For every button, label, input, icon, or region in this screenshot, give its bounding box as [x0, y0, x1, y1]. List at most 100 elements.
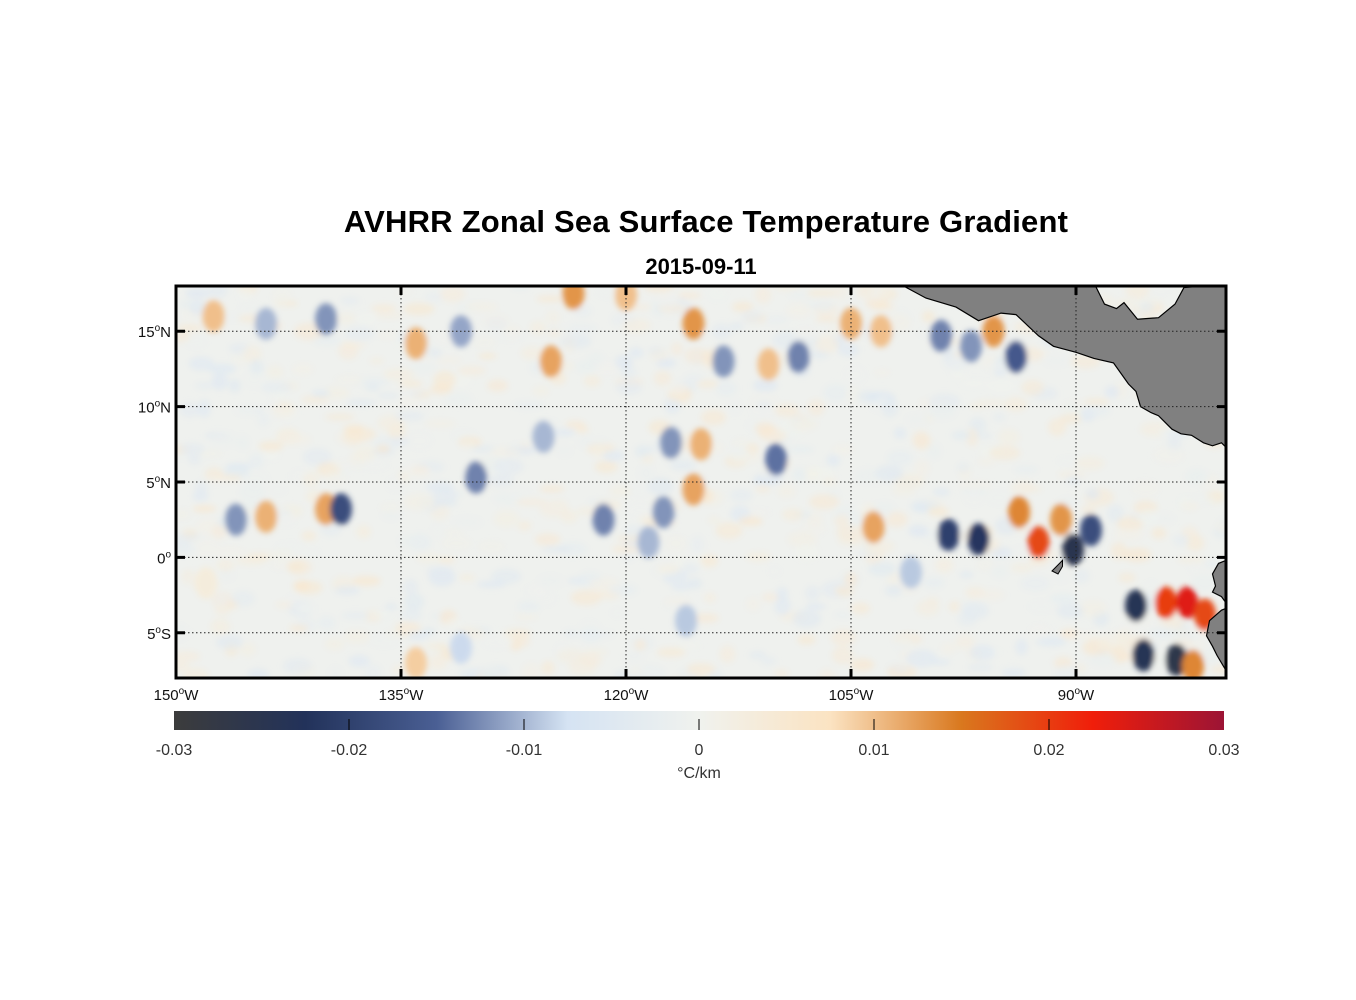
field-cell — [966, 428, 979, 447]
field-feature — [862, 511, 885, 544]
field-cell — [356, 525, 371, 539]
field-feature — [690, 428, 712, 461]
field-cell — [1118, 572, 1136, 583]
field-feature — [225, 503, 247, 536]
field-feature — [465, 461, 487, 494]
field-cell — [693, 613, 719, 624]
field-cell — [536, 295, 565, 303]
field-cell — [538, 575, 564, 588]
field-cell — [260, 381, 292, 394]
field-cell — [425, 291, 443, 303]
field-cell — [477, 581, 506, 588]
field-cell — [334, 585, 360, 595]
field-cell — [1004, 397, 1028, 412]
field-cell — [257, 413, 270, 427]
field-cell — [832, 444, 855, 455]
field-cell — [381, 511, 402, 520]
field-cell — [342, 424, 365, 433]
field-cell — [729, 322, 744, 331]
field-feature — [652, 496, 675, 529]
lat-label: 15oN — [138, 323, 171, 341]
field-cell — [214, 593, 230, 609]
field-cell — [665, 381, 688, 395]
field-cell — [311, 389, 331, 398]
field-cell — [1056, 603, 1086, 619]
field-cell — [892, 666, 911, 673]
field-cell — [378, 331, 398, 340]
field-cell — [977, 589, 1005, 601]
lat-label: 10oN — [138, 399, 171, 417]
field-cell — [1185, 469, 1209, 485]
field-cell — [801, 467, 821, 482]
field-cell — [239, 642, 257, 657]
field-cell — [236, 435, 249, 450]
field-cell — [1001, 668, 1026, 678]
field-feature — [675, 604, 697, 637]
field-cell — [993, 413, 1006, 421]
field-cell — [556, 445, 572, 456]
colorbar-tick-label: 0.02 — [1033, 742, 1064, 759]
field-cell — [614, 669, 631, 678]
colorbar-labels: -0.03 -0.02 -0.01 0 0.01 0.02 0.03 — [156, 742, 1240, 759]
field-cell — [704, 592, 716, 603]
field-cell — [1137, 509, 1161, 526]
field-cell — [792, 609, 822, 628]
field-cell — [1192, 574, 1218, 592]
field-feature — [1080, 514, 1102, 547]
field-cell — [625, 503, 654, 517]
lon-label: 90oW — [1058, 686, 1095, 704]
field-cell — [248, 453, 265, 470]
field-cell — [807, 399, 825, 416]
field-feature — [1008, 496, 1030, 529]
field-cell — [328, 666, 343, 678]
field-cell — [774, 597, 791, 616]
field-cell — [182, 667, 209, 678]
field-cell — [297, 603, 316, 613]
field-cell — [1110, 542, 1128, 560]
field-cell — [515, 498, 547, 506]
field-cell — [302, 471, 320, 488]
colorbar-unit: °C/km — [677, 765, 721, 782]
field-feature — [787, 340, 810, 373]
field-cell — [504, 628, 532, 640]
field-feature — [255, 500, 277, 533]
field-cell — [647, 477, 674, 496]
field-cell — [405, 401, 431, 410]
field-cell — [1150, 286, 1172, 295]
field-cell — [465, 302, 498, 312]
field-cell — [792, 467, 807, 482]
field-cell — [914, 459, 930, 477]
field-cell — [677, 292, 702, 299]
colorbar-ticks — [348, 719, 1050, 730]
field-cell — [916, 600, 940, 616]
field-cell — [542, 546, 572, 553]
field-cell — [845, 387, 861, 403]
field-cell — [305, 549, 320, 557]
field-cell — [707, 516, 721, 524]
field-cell — [863, 539, 895, 554]
field-cell — [1159, 618, 1186, 628]
field-cell — [875, 465, 904, 482]
field-cell — [192, 504, 217, 513]
field-cell — [809, 494, 840, 510]
lon-label: 135oW — [379, 686, 425, 704]
field-cell — [1029, 555, 1048, 567]
field-cell — [1080, 404, 1111, 418]
field-cell — [1148, 626, 1180, 640]
field-feature — [682, 307, 705, 340]
field-cell — [383, 368, 415, 381]
field-cell — [1130, 480, 1160, 497]
field-cell — [238, 302, 263, 315]
field-cell — [283, 658, 312, 675]
field-cell — [293, 580, 310, 591]
field-cell — [868, 562, 896, 576]
field-cell — [211, 373, 228, 390]
field-cell — [684, 347, 710, 365]
field-cell — [216, 558, 235, 572]
field-cell — [487, 379, 508, 392]
field-cell — [176, 660, 191, 673]
field-cell — [384, 629, 401, 640]
field-cell — [577, 434, 593, 449]
field-cell — [636, 668, 663, 678]
